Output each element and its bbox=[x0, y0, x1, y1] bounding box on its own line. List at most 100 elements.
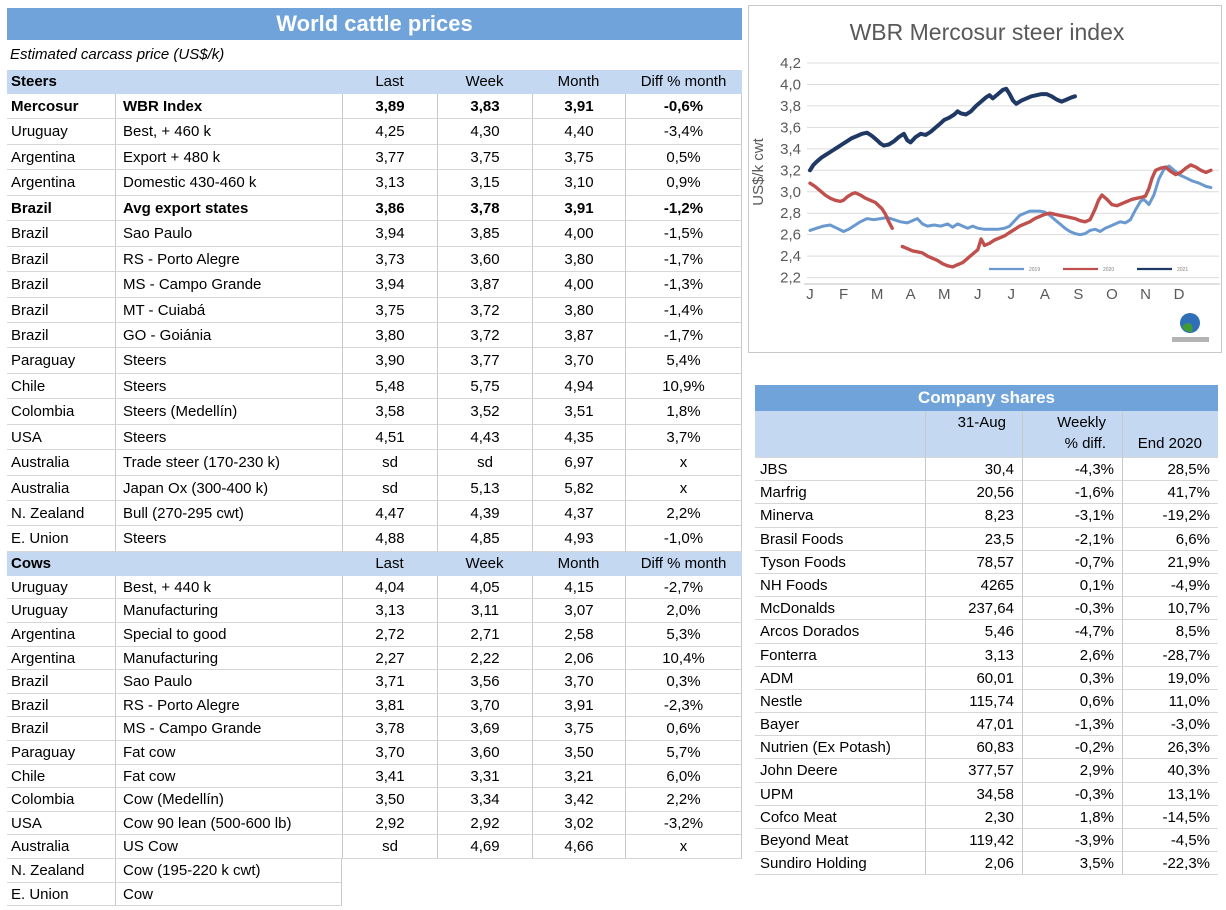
price-cell: 237,64 bbox=[925, 597, 1022, 621]
diff-month-cell: 3,7% bbox=[625, 424, 742, 451]
cattle-row: Uruguay Best, + 460 k 4,25 4,30 4,40 -3,4% bbox=[7, 119, 742, 145]
diff-month-cell: 10,4% bbox=[625, 646, 742, 671]
y-tick-label: 4,2 bbox=[780, 55, 801, 72]
last-cell: 3,90 bbox=[342, 348, 437, 374]
weekly-diff-cell: 1,8% bbox=[1022, 805, 1122, 829]
month-cell: 4,00 bbox=[532, 221, 625, 247]
cattle-row: N. Zealand Cow (195-220 k cwt) bbox=[7, 859, 742, 883]
company-row: Fonterra 3,13 2,6% -28,7% bbox=[755, 643, 1218, 667]
column-header-week: Week bbox=[465, 554, 504, 572]
column-header-week: Week bbox=[465, 73, 504, 90]
description-cell: Export + 480 k bbox=[115, 144, 342, 171]
diff-month-cell: 5,4% bbox=[625, 348, 742, 374]
country-cell: Chile bbox=[7, 765, 115, 789]
country-cell: Argentina bbox=[7, 623, 115, 647]
last-cell: 2,72 bbox=[342, 623, 437, 647]
mercosur-steer-index-chart: 4,2 4,0 3,8 3,6 3,4 3,2 3,0 2,8 2,6 2,4 2,2 J F M A M J J… bbox=[750, 19, 1220, 342]
last-cell: sd bbox=[342, 475, 437, 501]
cattle-row: Paraguay Fat cow 3,70 3,60 3,50 5,7% bbox=[7, 741, 742, 765]
last-cell: 3,13 bbox=[342, 170, 437, 196]
month-cell: 3,70 bbox=[532, 670, 625, 694]
end-2020-column-header: End 2020 bbox=[1122, 411, 1218, 458]
weekly-diff-cell: -3,9% bbox=[1022, 829, 1122, 853]
x-tick-label: F bbox=[839, 286, 848, 303]
week-cell: 3,72 bbox=[437, 322, 532, 349]
column-header-diff: Diff % month bbox=[640, 554, 727, 572]
x-tick-label: J bbox=[1008, 286, 1016, 303]
month-cell: 3,91 bbox=[532, 195, 625, 222]
company-row: Bayer 47,01 -1,3% -3,0% bbox=[755, 713, 1218, 737]
end-2020-cell: 21,9% bbox=[1122, 550, 1218, 574]
cattle-row: Brazil Sao Paulo 3,94 3,85 4,00 -1,5% bbox=[7, 221, 742, 247]
weekly-diff-cell: -0,3% bbox=[1022, 597, 1122, 621]
country-cell: Paraguay bbox=[7, 348, 115, 374]
week-cell: 4,69 bbox=[437, 835, 532, 859]
diff-month-cell: -1,5% bbox=[625, 221, 742, 247]
diff-month-cell: -3,2% bbox=[625, 811, 742, 836]
last-cell: 3,70 bbox=[342, 741, 437, 765]
section-name-label: Steers bbox=[11, 73, 57, 90]
y-tick-label: 3,0 bbox=[780, 184, 801, 201]
month-cell: 4,93 bbox=[532, 526, 625, 552]
cattle-row: Brazil RS - Porto Alegre 3,81 3,70 3,91 -2,3% bbox=[7, 693, 742, 718]
company-row: JBS 30,4 -4,3% 28,5% bbox=[755, 458, 1218, 482]
week-cell: 3,31 bbox=[437, 764, 532, 789]
last-cell: 4,04 bbox=[342, 575, 437, 600]
series-2020-line bbox=[808, 181, 894, 230]
weekly-diff-cell: 0,6% bbox=[1022, 689, 1122, 714]
week-cell: 3,83 bbox=[437, 94, 532, 120]
cattle-row: Brazil MS - Campo Grande 3,94 3,87 4,00 -1,3% bbox=[7, 272, 742, 298]
week-cell: 2,71 bbox=[437, 623, 532, 647]
country-cell: Brazil bbox=[7, 298, 115, 323]
x-tick-label: A bbox=[1040, 286, 1050, 303]
end-2020-cell: 41,7% bbox=[1122, 481, 1218, 505]
country-cell: Argentina bbox=[7, 145, 115, 171]
section-name-label: Cows bbox=[11, 554, 52, 572]
y-tick-label: 2,4 bbox=[780, 248, 801, 265]
diff-month-cell: -3,4% bbox=[625, 119, 742, 145]
price-cell: 5,46 bbox=[925, 620, 1022, 644]
company-name-column-header bbox=[755, 411, 925, 458]
description-cell: WBR Index bbox=[115, 94, 342, 120]
description-cell: Sao Paulo bbox=[115, 670, 342, 694]
country-cell: USA bbox=[7, 812, 115, 836]
company-name-cell: McDonalds bbox=[755, 597, 925, 621]
week-cell: 3,60 bbox=[437, 741, 532, 765]
cattle-row: Chile Steers 5,48 5,75 4,94 10,9% bbox=[7, 373, 742, 400]
last-cell: 4,51 bbox=[342, 424, 437, 451]
y-tick-label: 2,6 bbox=[780, 227, 801, 244]
month-cell: 3,70 bbox=[532, 348, 625, 374]
end-2020-cell: 40,3% bbox=[1122, 759, 1218, 783]
week-cell: 3,52 bbox=[437, 399, 532, 425]
weekly-diff-cell: -0,7% bbox=[1022, 550, 1122, 574]
world-cattle-prices-title: World cattle prices bbox=[7, 8, 742, 40]
price-cell: 2,06 bbox=[925, 852, 1022, 876]
last-cell: 3,13 bbox=[342, 599, 437, 624]
cattle-row: Brazil MT - Cuiabá 3,75 3,72 3,80 -1,4% bbox=[7, 297, 742, 323]
company-row: Nutrien (Ex Potash) 60,83 -0,2% 26,3% bbox=[755, 736, 1218, 760]
description-cell: MS - Campo Grande bbox=[115, 717, 342, 742]
company-row: Arcos Dorados 5,46 -4,7% 8,5% bbox=[755, 620, 1218, 644]
end-2020-cell: 10,7% bbox=[1122, 597, 1218, 621]
last-cell: 3,94 bbox=[342, 221, 437, 247]
cattle-row: USA Steers 4,51 4,43 4,35 3,7% bbox=[7, 424, 742, 451]
month-cell: 3,80 bbox=[532, 246, 625, 273]
country-cell: Brazil bbox=[7, 221, 115, 247]
diff-month-cell: 5,3% bbox=[625, 623, 742, 647]
cattle-row: Australia US Cow sd 4,69 4,66 x bbox=[7, 835, 742, 859]
last-cell: 2,92 bbox=[342, 811, 437, 836]
end-2020-cell: -14,5% bbox=[1122, 805, 1218, 829]
company-row: Nestle 115,74 0,6% 11,0% bbox=[755, 689, 1218, 714]
last-cell: 5,48 bbox=[342, 373, 437, 400]
country-cell: Mercosur bbox=[7, 94, 115, 120]
end-2020-cell: -19,2% bbox=[1122, 504, 1218, 528]
country-cell: Brazil bbox=[7, 247, 115, 273]
week-cell: 3,60 bbox=[437, 246, 532, 273]
last-cell: 3,58 bbox=[342, 399, 437, 425]
price-cell: 377,57 bbox=[925, 759, 1022, 783]
cattle-row: Colombia Cow (Medellín) 3,50 3,34 3,42 2,2% bbox=[7, 788, 742, 812]
column-header-month: Month bbox=[557, 554, 600, 572]
company-name-cell: Fonterra bbox=[755, 644, 925, 667]
country-cell: Argentina bbox=[7, 647, 115, 671]
last-cell: 3,80 bbox=[342, 322, 437, 349]
